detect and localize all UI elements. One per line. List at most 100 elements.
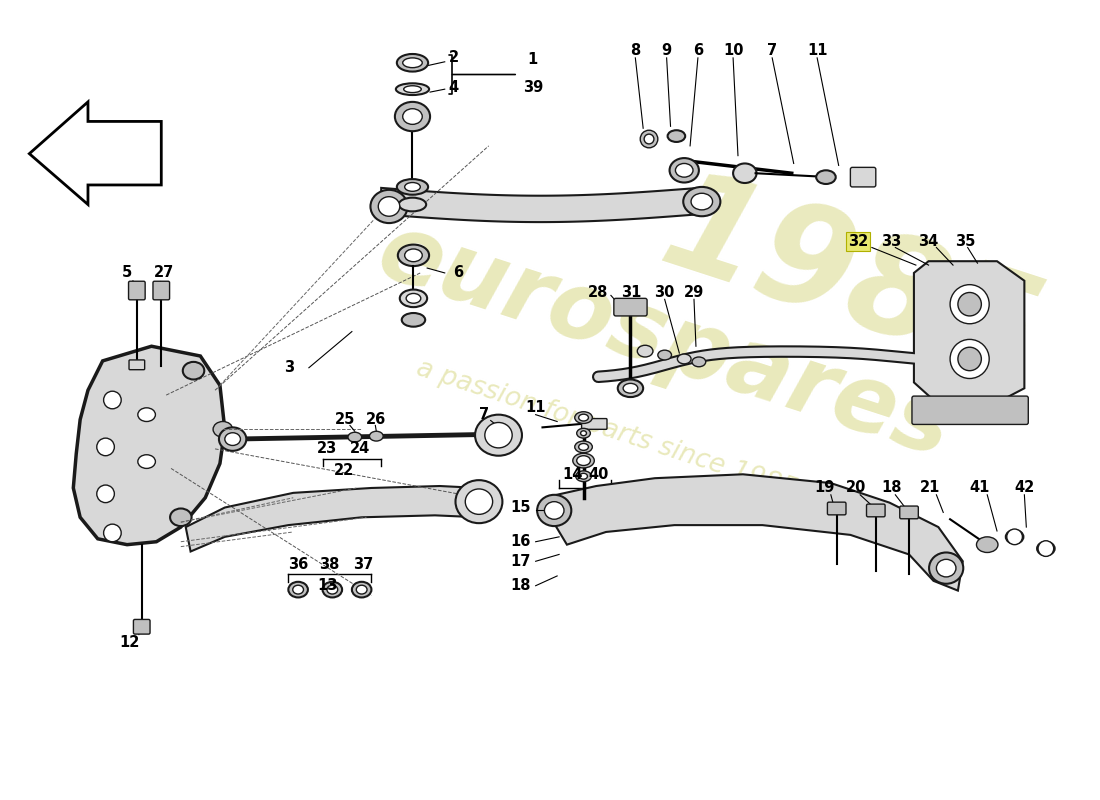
Text: 7: 7 [767,42,778,58]
Ellipse shape [397,54,428,71]
Ellipse shape [348,432,362,442]
Ellipse shape [485,422,513,448]
Text: 18: 18 [881,481,902,495]
FancyBboxPatch shape [129,360,145,370]
Ellipse shape [370,431,383,441]
Ellipse shape [637,346,653,357]
FancyBboxPatch shape [850,167,876,187]
Text: 24: 24 [350,442,370,456]
Text: 10: 10 [723,42,744,58]
Ellipse shape [579,414,588,421]
Ellipse shape [670,158,698,182]
Text: 6: 6 [453,266,463,281]
Text: 17: 17 [510,554,531,569]
Ellipse shape [403,109,422,124]
Text: 8: 8 [630,42,640,58]
Ellipse shape [396,83,429,95]
Ellipse shape [691,194,713,210]
Text: 20: 20 [846,481,867,495]
Ellipse shape [371,190,408,223]
Ellipse shape [213,422,232,437]
Text: 21: 21 [921,481,940,495]
Text: 5: 5 [122,266,132,281]
Ellipse shape [573,454,594,468]
Text: 4: 4 [449,80,459,94]
Polygon shape [382,188,698,222]
FancyBboxPatch shape [133,619,150,634]
Ellipse shape [576,456,591,466]
Ellipse shape [579,443,588,450]
Polygon shape [914,262,1024,400]
FancyBboxPatch shape [153,282,169,300]
Text: 41: 41 [969,481,990,495]
Text: 35: 35 [956,234,976,249]
Text: 19: 19 [815,481,835,495]
Ellipse shape [404,86,421,93]
Ellipse shape [455,480,503,523]
Ellipse shape [936,559,956,577]
FancyBboxPatch shape [827,502,846,515]
Ellipse shape [816,170,836,184]
Circle shape [958,347,981,370]
Ellipse shape [977,537,998,553]
Ellipse shape [138,454,155,469]
Text: 13: 13 [317,578,338,594]
Ellipse shape [683,187,720,216]
Text: 2: 2 [449,50,459,66]
Ellipse shape [402,313,426,326]
Circle shape [958,293,981,316]
Ellipse shape [405,249,422,262]
Ellipse shape [692,357,706,366]
Text: 39: 39 [522,80,542,94]
Text: 25: 25 [334,412,355,427]
Ellipse shape [475,414,522,456]
Text: 29: 29 [684,285,704,300]
FancyBboxPatch shape [614,298,647,316]
Text: 33: 33 [881,234,902,249]
Text: 6: 6 [693,42,703,58]
Text: 42: 42 [1014,481,1034,495]
Ellipse shape [576,428,591,438]
Ellipse shape [580,474,587,479]
Ellipse shape [544,502,564,519]
Circle shape [950,285,989,324]
Ellipse shape [678,354,691,364]
Ellipse shape [327,586,338,594]
Ellipse shape [322,582,342,598]
FancyBboxPatch shape [867,504,886,517]
Text: 30: 30 [654,285,675,300]
Ellipse shape [183,362,205,379]
Text: 15: 15 [510,500,531,515]
Ellipse shape [224,433,241,446]
Text: eurospares: eurospares [366,206,962,478]
Text: 1: 1 [528,52,538,67]
Polygon shape [552,474,962,590]
Text: 23: 23 [317,442,338,456]
Text: 3: 3 [284,360,295,375]
Circle shape [645,134,653,144]
Ellipse shape [219,427,246,451]
Text: 38: 38 [319,557,340,572]
Text: 12: 12 [119,635,140,650]
Text: 27: 27 [154,266,174,281]
Circle shape [1038,541,1054,556]
Ellipse shape [668,130,685,142]
Ellipse shape [288,582,308,598]
Text: 11: 11 [807,42,827,58]
Ellipse shape [1005,530,1023,544]
Text: 11: 11 [526,400,546,415]
Text: 18: 18 [510,578,531,594]
Polygon shape [186,486,478,551]
Text: 28: 28 [588,285,608,300]
Circle shape [97,438,114,456]
Ellipse shape [399,290,427,307]
Circle shape [950,339,989,378]
Ellipse shape [618,379,644,397]
Ellipse shape [623,383,638,393]
Ellipse shape [574,412,592,423]
FancyBboxPatch shape [582,418,607,430]
Text: 37: 37 [353,557,374,572]
Text: 1985: 1985 [646,158,1055,406]
Text: 22: 22 [334,463,354,478]
Ellipse shape [403,58,422,68]
